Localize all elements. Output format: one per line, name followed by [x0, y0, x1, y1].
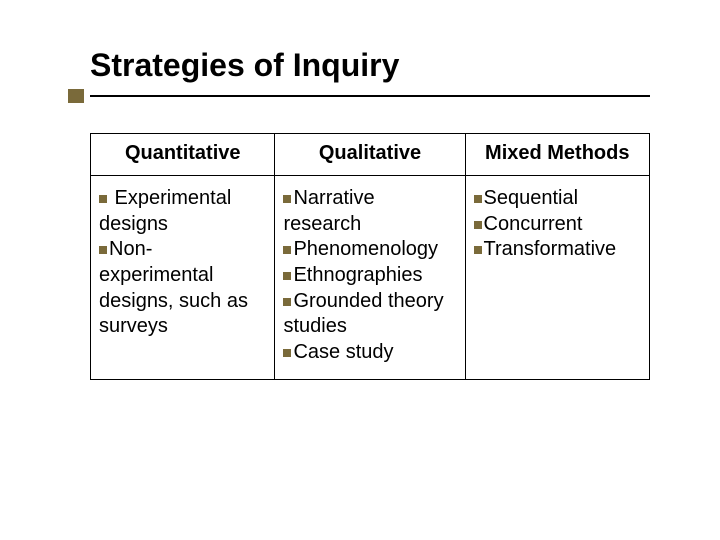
title-underline: [90, 89, 650, 105]
bullet-icon: [474, 195, 482, 203]
col-header-quantitative: Quantitative: [91, 134, 275, 176]
bullet-icon: [283, 246, 291, 254]
bullet-icon: [99, 246, 107, 254]
list-item: Experimental designs: [99, 187, 231, 235]
bullet-icon: [474, 221, 482, 229]
table-header-row: Quantitative Qualitative Mixed Methods: [91, 134, 650, 176]
list-item: Narrative research: [283, 187, 374, 235]
bullet-icon: [283, 272, 291, 280]
col-header-qualitative: Qualitative: [275, 134, 465, 176]
list-item: Grounded theory studies: [283, 290, 443, 338]
bullet-icon: [99, 195, 107, 203]
list-item: Ethnographies: [293, 264, 422, 286]
list-item: Sequential: [484, 187, 579, 209]
page-title: Strategies of Inquiry: [90, 48, 650, 83]
list-item: Concurrent: [484, 213, 583, 235]
list-item: Phenomenology: [293, 238, 438, 260]
bullet-icon: [283, 349, 291, 357]
cell-quantitative: Experimental designs Non-experimental de…: [91, 176, 275, 380]
table-row: Experimental designs Non-experimental de…: [91, 176, 650, 380]
list-item: Case study: [293, 341, 393, 363]
cell-qualitative: Narrative research Phenomenology Ethnogr…: [275, 176, 465, 380]
list-item: Transformative: [484, 238, 617, 260]
bullet-icon: [283, 298, 291, 306]
title-line: [90, 95, 650, 97]
bullet-icon: [474, 246, 482, 254]
strategies-table: Quantitative Qualitative Mixed Methods E…: [90, 133, 650, 380]
col-header-mixed: Mixed Methods: [465, 134, 649, 176]
bullet-icon: [283, 195, 291, 203]
cell-mixed: Sequential Concurrent Transformative: [465, 176, 649, 380]
title-accent-block: [68, 89, 84, 103]
slide: Strategies of Inquiry Quantitative Quali…: [0, 0, 720, 540]
list-item: Non-experimental designs, such as survey…: [99, 238, 248, 337]
